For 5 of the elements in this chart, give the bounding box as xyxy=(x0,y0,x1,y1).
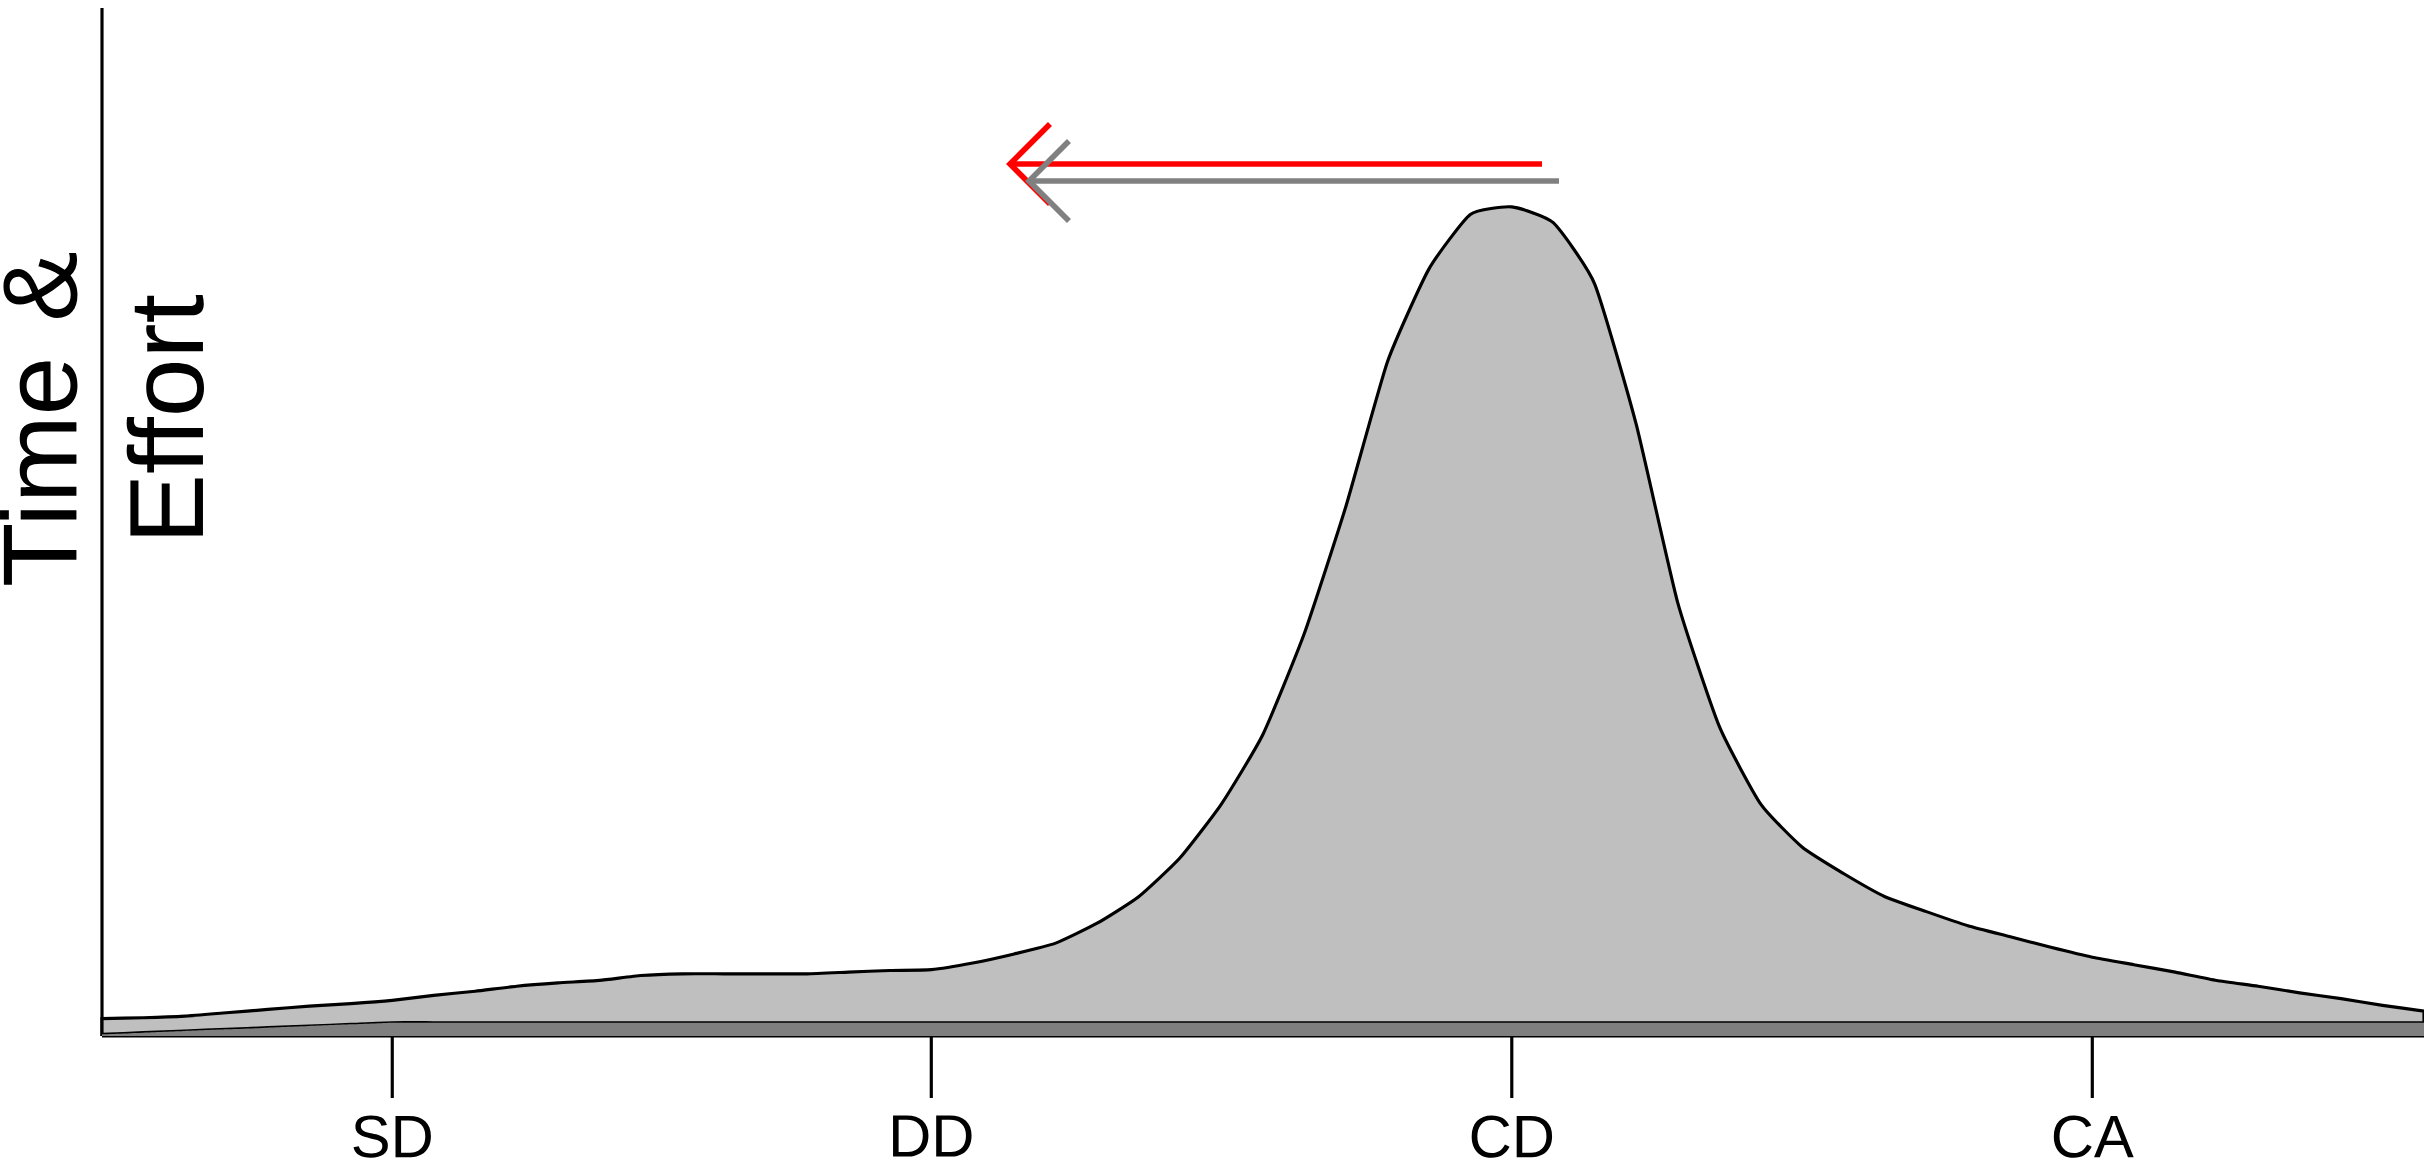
x-tick-label: CD xyxy=(1471,1115,1553,1158)
y-axis-title: Time & Effort xyxy=(0,252,204,585)
x-tick-label: SD xyxy=(353,1115,431,1158)
x-tick-label: CA xyxy=(2053,1115,2134,1158)
x-tick-label: DD xyxy=(893,1115,972,1157)
